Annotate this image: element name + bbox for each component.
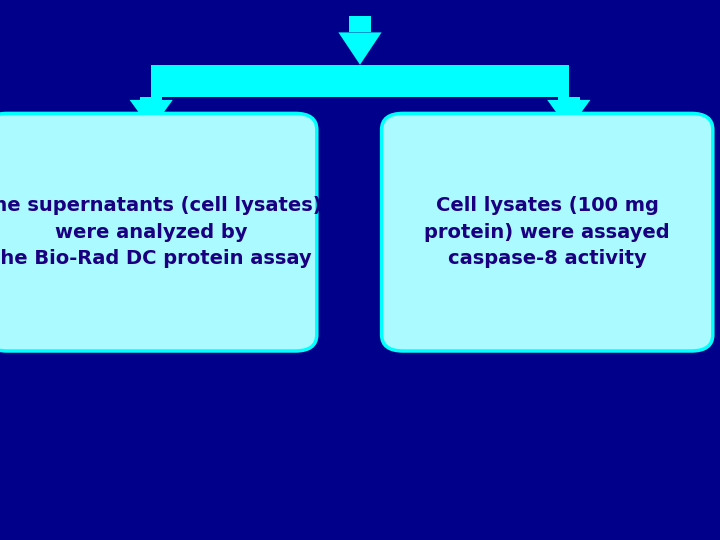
Text: The supernatants (cell lysates)
were analyzed by
the Bio-Rad DC protein assay: The supernatants (cell lysates) were ana… — [0, 196, 322, 268]
Text: Cell lysates (100 mg
protein) were assayed
caspase-8 activity: Cell lysates (100 mg protein) were assay… — [424, 196, 670, 268]
Polygon shape — [349, 16, 371, 32]
FancyBboxPatch shape — [0, 113, 317, 351]
FancyBboxPatch shape — [382, 113, 713, 351]
Polygon shape — [130, 100, 173, 130]
Polygon shape — [338, 32, 382, 65]
Polygon shape — [558, 97, 580, 100]
FancyBboxPatch shape — [151, 65, 569, 97]
Polygon shape — [140, 97, 162, 100]
Polygon shape — [547, 100, 590, 130]
